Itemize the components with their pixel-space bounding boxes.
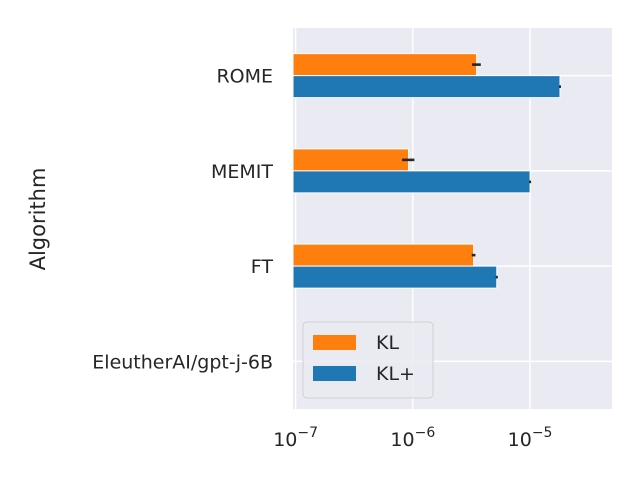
category-labels: ROME MEMIT FT EleutherAI/gpt-j-6B [92,66,273,374]
bar-KL-MEMIT [292,148,410,172]
legend-box [302,321,434,399]
error-bars [402,63,561,279]
legend-label-KL+: KL+ [376,363,415,385]
category-label: FT [251,256,274,278]
legend: KL KL+ [302,321,434,399]
legend-label-KL: KL [376,332,399,354]
y-axis-title: Algorithm [26,168,50,271]
bar-KL+-MEMIT [292,170,531,194]
legend-swatch-KL [313,335,356,350]
x-tick-label: 10−6 [390,425,435,451]
bar-KL+-FT [292,265,498,289]
x-tick-label: 10−7 [273,425,318,451]
bar-KL-ROME [292,53,478,77]
bars [292,53,561,289]
bar-KL+-ROME [292,75,561,99]
x-tick-label: 10−5 [508,425,553,451]
legend-swatch-KL+ [313,366,356,381]
category-label: MEMIT [211,161,273,183]
bar-KL-FT [292,243,475,267]
category-label: ROME [216,66,273,88]
category-label: EleutherAI/gpt-j-6B [92,351,273,373]
x-tick-labels: 10−7 10−6 10−5 [273,425,552,451]
